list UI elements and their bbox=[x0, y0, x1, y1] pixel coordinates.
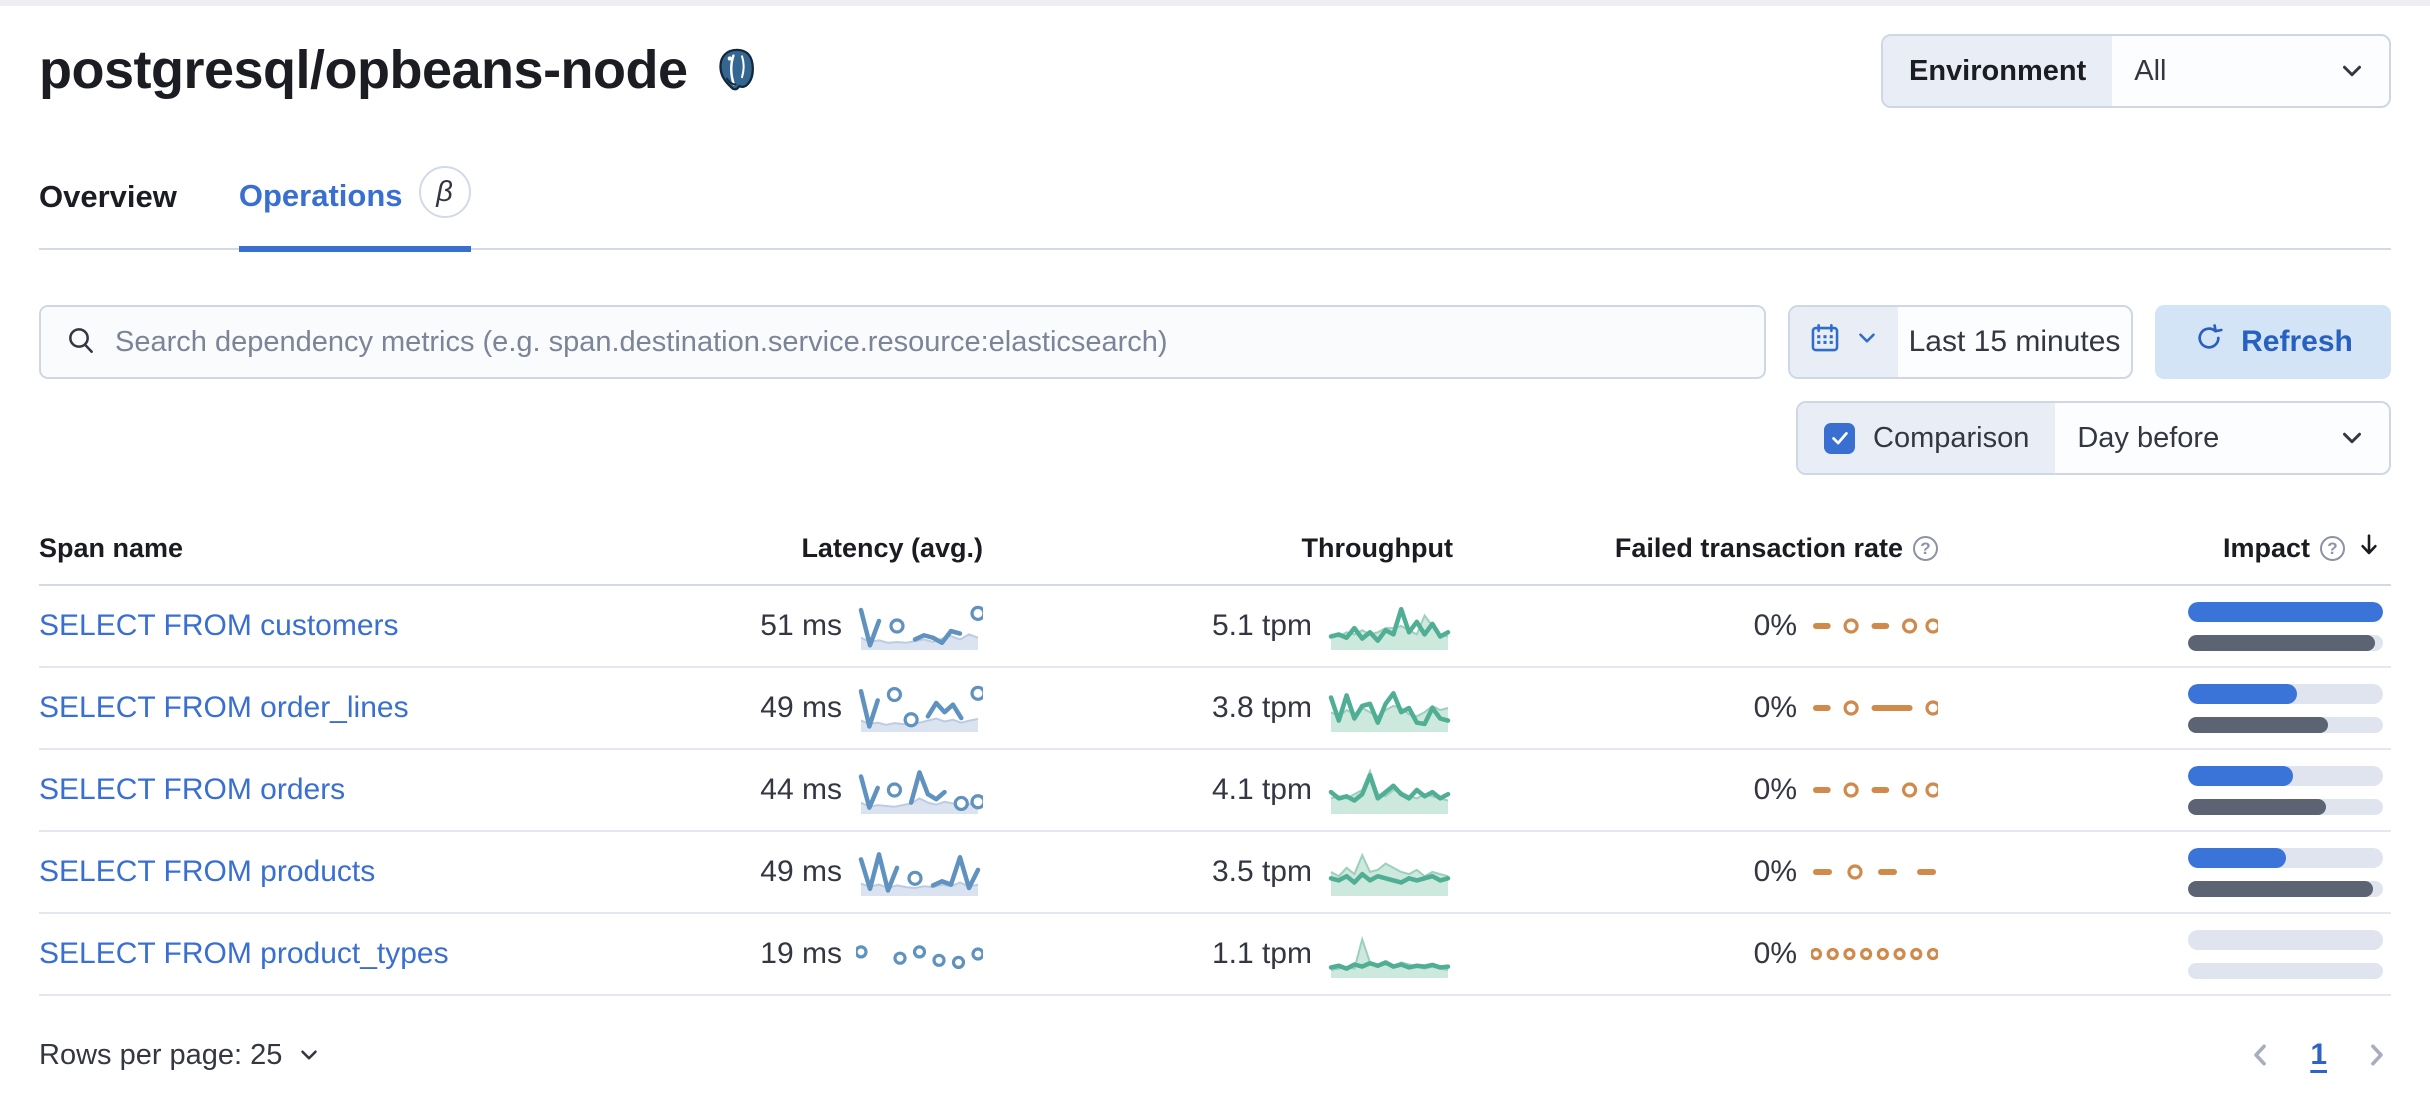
comparison-checkbox[interactable] bbox=[1824, 422, 1855, 454]
toolbar: Last 15 minutes Refresh bbox=[39, 305, 2391, 379]
metric-value: 44 ms bbox=[760, 773, 842, 806]
metric-value: 0% bbox=[1753, 937, 1797, 970]
date-picker-chevron-icon bbox=[1854, 325, 1880, 359]
latency-sparkline bbox=[858, 685, 983, 732]
sort-desc-icon bbox=[2355, 531, 2383, 566]
span-name-link[interactable]: SELECT FROM products bbox=[39, 855, 376, 888]
throughput-sparkline bbox=[1328, 768, 1451, 814]
col-header-impact[interactable]: Impact ? bbox=[1938, 531, 2391, 566]
impact-bars bbox=[2188, 683, 2383, 733]
tab-operations[interactable]: Operations β bbox=[238, 166, 471, 252]
failed-rate-sparkline bbox=[1813, 864, 1936, 880]
failed-rate-sparkline bbox=[1813, 618, 1938, 634]
col-header-failed-rate[interactable]: Failed transaction rate ? bbox=[1453, 533, 1938, 564]
failed-rate-sparkline bbox=[1811, 947, 1938, 961]
impact-bars bbox=[2188, 929, 2383, 979]
search-box bbox=[39, 305, 1766, 379]
chevron-down-icon bbox=[2337, 56, 2367, 86]
page-number[interactable]: 1 bbox=[2310, 1038, 2327, 1071]
environment-select[interactable]: Environment All bbox=[1881, 34, 2391, 108]
col-header-latency[interactable]: Latency (avg.) bbox=[801, 533, 983, 563]
failed-rate-sparkline bbox=[1813, 782, 1938, 798]
rows-per-page-label: Rows per page: 25 bbox=[39, 1038, 283, 1071]
failed-rate-sparkline bbox=[1813, 700, 1938, 716]
comparison-value: Day before bbox=[2077, 421, 2220, 454]
refresh-icon bbox=[2193, 322, 2225, 362]
operations-table: Span name Latency (avg.) Throughput Fail… bbox=[39, 525, 2391, 996]
table-row: SELECT FROM order_lines 49 ms 3.8 tpm 0% bbox=[39, 668, 2391, 750]
search-input[interactable] bbox=[115, 325, 1740, 359]
tab-overview[interactable]: Overview bbox=[39, 170, 177, 248]
comparison-label: Comparison bbox=[1873, 421, 2030, 454]
impact-bars bbox=[2188, 765, 2383, 815]
date-picker[interactable]: Last 15 minutes bbox=[1788, 305, 2133, 379]
comparison-select[interactable]: Comparison Day before bbox=[1796, 401, 2391, 475]
table-row: SELECT FROM product_types 19 ms 1.1 tpm 0% bbox=[39, 914, 2391, 996]
table-header-row: Span name Latency (avg.) Throughput Fail… bbox=[39, 525, 2391, 586]
table-body: SELECT FROM customers 51 ms 5.1 tpm 0% SELEC… bbox=[39, 586, 2391, 996]
impact-bars bbox=[2188, 847, 2383, 897]
postgresql-elephant-icon bbox=[714, 47, 760, 93]
metric-value: 1.1 tpm bbox=[1211, 937, 1312, 970]
metric-value: 3.5 tpm bbox=[1211, 855, 1312, 888]
col-header-throughput[interactable]: Throughput bbox=[1301, 533, 1453, 563]
tab-overview-label: Overview bbox=[39, 179, 177, 214]
throughput-sparkline bbox=[1328, 606, 1451, 650]
span-name-link[interactable]: SELECT FROM customers bbox=[39, 609, 399, 642]
metric-value: 0% bbox=[1753, 773, 1797, 806]
col-header-span-name[interactable]: Span name bbox=[39, 533, 184, 563]
metric-value: 0% bbox=[1753, 609, 1797, 642]
latency-sparkline bbox=[858, 605, 983, 650]
beta-badge: β bbox=[418, 166, 471, 218]
help-icon[interactable]: ? bbox=[1913, 536, 1938, 561]
throughput-sparkline bbox=[1328, 691, 1451, 732]
latency-sparkline bbox=[858, 852, 981, 896]
table-row: SELECT FROM orders 44 ms 4.1 tpm 0% bbox=[39, 750, 2391, 832]
metric-value: 0% bbox=[1753, 855, 1797, 888]
pagination: 1 bbox=[2246, 1038, 2391, 1072]
throughput-sparkline bbox=[1328, 935, 1451, 978]
comparison-row: Comparison Day before bbox=[39, 401, 2391, 475]
span-name-link[interactable]: SELECT FROM product_types bbox=[39, 937, 449, 970]
environment-value: All bbox=[2134, 54, 2167, 87]
metric-value: 51 ms bbox=[760, 609, 842, 642]
table-row: SELECT FROM customers 51 ms 5.1 tpm 0% bbox=[39, 586, 2391, 668]
span-name-link[interactable]: SELECT FROM order_lines bbox=[39, 691, 409, 724]
metric-value: 49 ms bbox=[760, 855, 842, 888]
environment-label: Environment bbox=[1883, 36, 2113, 106]
metric-value: 0% bbox=[1753, 691, 1797, 724]
chevron-down-icon bbox=[2337, 423, 2367, 453]
refresh-label: Refresh bbox=[2241, 325, 2353, 358]
tab-operations-label: Operations bbox=[238, 178, 403, 213]
dependency-operations-page: postgresql/opbeans-node Environment All bbox=[0, 34, 2430, 1072]
chevron-down-icon bbox=[301, 1050, 318, 1060]
table-row: SELECT FROM products 49 ms 3.5 tpm 0% bbox=[39, 832, 2391, 914]
metric-value: 5.1 tpm bbox=[1211, 609, 1312, 642]
span-name-link[interactable]: SELECT FROM orders bbox=[39, 773, 346, 806]
metric-value: 19 ms bbox=[760, 937, 842, 970]
search-icon bbox=[65, 324, 97, 361]
calendar-icon[interactable] bbox=[1808, 321, 1842, 363]
metric-value: 4.1 tpm bbox=[1211, 773, 1312, 806]
page-header: postgresql/opbeans-node Environment All bbox=[39, 34, 2391, 108]
impact-bars bbox=[2188, 601, 2383, 651]
throughput-sparkline bbox=[1328, 852, 1451, 896]
latency-sparkline bbox=[856, 945, 983, 970]
time-range-value[interactable]: Last 15 minutes bbox=[1908, 325, 2121, 358]
metric-value: 3.8 tpm bbox=[1211, 691, 1312, 724]
previous-page-icon[interactable] bbox=[2246, 1040, 2276, 1070]
tab-bar: Overview Operations β bbox=[39, 166, 2391, 252]
rows-per-page-selector[interactable]: Rows per page: 25 bbox=[39, 1039, 322, 1072]
page-title: postgresql/opbeans-node bbox=[39, 40, 688, 100]
next-page-icon[interactable] bbox=[2361, 1040, 2391, 1070]
metric-value: 49 ms bbox=[760, 691, 842, 724]
latency-sparkline bbox=[858, 770, 983, 814]
refresh-button[interactable]: Refresh bbox=[2155, 305, 2391, 379]
help-icon[interactable]: ? bbox=[2320, 536, 2345, 561]
table-footer: Rows per page: 25 1 bbox=[39, 1038, 2391, 1072]
window-top-edge bbox=[0, 0, 2430, 6]
